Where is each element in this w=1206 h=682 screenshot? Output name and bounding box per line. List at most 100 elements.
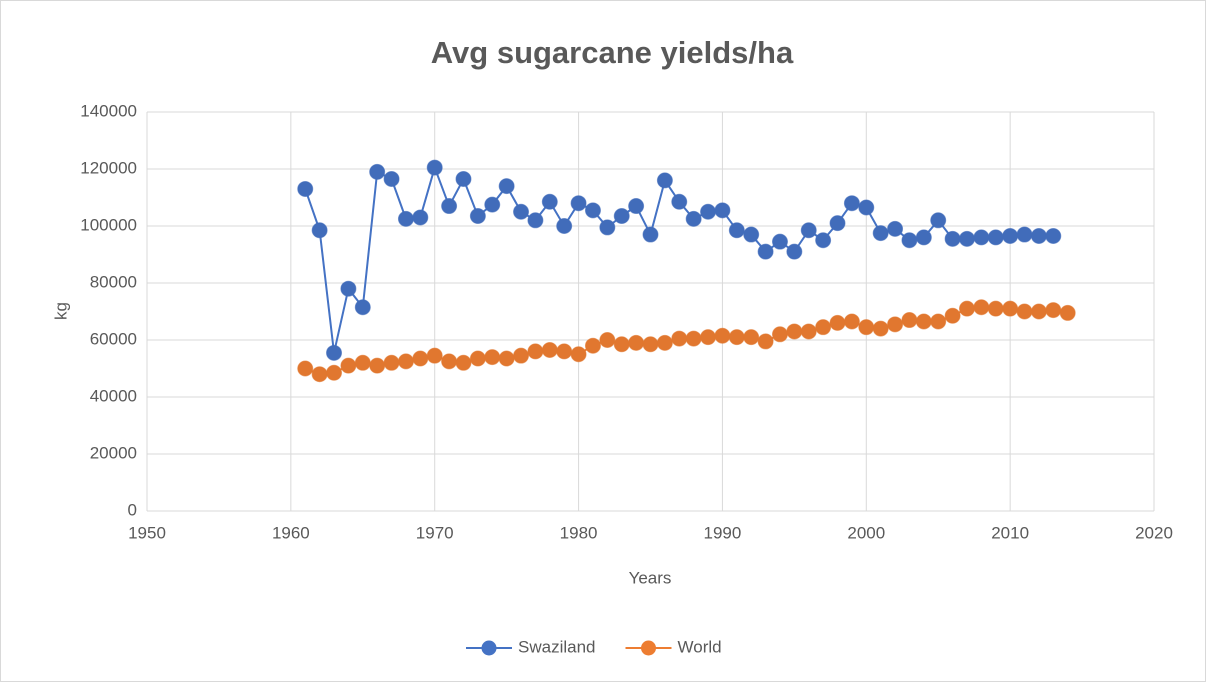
data-point [829, 314, 846, 331]
data-point [714, 327, 731, 344]
data-point [973, 229, 990, 246]
data-point [469, 208, 486, 225]
data-point [498, 350, 515, 367]
data-point [369, 163, 386, 180]
data-point [326, 344, 343, 361]
legend-label: World [678, 637, 722, 656]
data-point [815, 319, 832, 336]
x-tick-label: 2000 [847, 523, 885, 542]
data-point [901, 232, 918, 249]
y-tick-label: 80000 [90, 272, 137, 291]
data-point [872, 225, 889, 242]
data-point [944, 230, 961, 247]
data-point [887, 220, 904, 237]
data-point [484, 196, 501, 213]
data-point [887, 316, 904, 333]
data-point [513, 347, 530, 364]
data-point [915, 229, 932, 246]
data-point [685, 210, 702, 227]
data-point [412, 350, 429, 367]
data-point [757, 333, 774, 350]
data-point [642, 336, 659, 353]
data-point [570, 346, 587, 363]
data-point [584, 202, 601, 219]
data-point [858, 319, 875, 336]
data-point [297, 360, 314, 377]
y-tick-label: 60000 [90, 329, 137, 348]
data-point [728, 222, 745, 239]
data-point [656, 172, 673, 189]
x-tick-label: 2020 [1135, 523, 1173, 542]
data-point [311, 366, 328, 383]
data-point [858, 199, 875, 216]
data-point [326, 364, 343, 381]
data-point [498, 178, 515, 195]
data-point [1045, 302, 1062, 319]
data-point [455, 170, 472, 187]
data-point [1002, 227, 1019, 244]
data-point [628, 334, 645, 351]
chart-title: Avg sugarcane yields/ha [431, 35, 794, 70]
legend-marker [641, 640, 656, 656]
data-point [771, 233, 788, 250]
data-point [340, 357, 357, 374]
data-point [383, 354, 400, 371]
data-point [628, 198, 645, 215]
data-point [786, 323, 803, 340]
data-point [556, 343, 573, 360]
data-point [656, 334, 673, 351]
y-tick-label: 40000 [90, 386, 137, 405]
data-point [1016, 226, 1033, 243]
data-point [815, 232, 832, 249]
legend-marker [481, 640, 497, 656]
data-point [987, 300, 1004, 317]
data-point [987, 229, 1004, 246]
data-point [340, 280, 357, 297]
y-tick-label: 0 [128, 500, 137, 519]
data-point [642, 226, 659, 243]
data-point [700, 203, 717, 220]
data-point [484, 349, 501, 366]
data-point [441, 353, 458, 370]
data-point [757, 243, 774, 260]
data-point [397, 353, 414, 370]
data-point [930, 313, 947, 330]
data-point [383, 170, 400, 187]
data-point [743, 329, 760, 346]
data-point [958, 300, 975, 317]
data-point [541, 341, 558, 358]
data-point [1016, 303, 1033, 320]
data-point [800, 222, 817, 239]
data-point [570, 195, 587, 212]
data-point [843, 313, 860, 330]
data-point [513, 203, 530, 220]
data-point [556, 218, 573, 234]
data-point [728, 329, 745, 346]
data-point [930, 212, 947, 229]
x-tick-label: 1980 [560, 523, 598, 542]
data-point [901, 312, 918, 329]
y-tick-label: 120000 [80, 158, 137, 177]
data-point [311, 222, 328, 239]
x-tick-label: 1960 [272, 523, 310, 542]
data-point [527, 343, 544, 360]
data-point [843, 195, 860, 212]
data-point [771, 326, 788, 343]
data-point [297, 180, 314, 197]
data-point [958, 230, 975, 247]
data-point [800, 323, 817, 340]
data-point [426, 159, 443, 176]
x-tick-label: 2010 [991, 523, 1029, 542]
data-point [685, 330, 702, 347]
x-tick-label: 1990 [704, 523, 742, 542]
data-point [455, 354, 472, 371]
data-point [354, 354, 371, 371]
y-tick-label: 20000 [90, 443, 137, 462]
y-axis-label: kg [51, 302, 70, 320]
data-point [700, 329, 717, 346]
data-point [584, 337, 601, 354]
data-point [613, 336, 630, 353]
data-point [397, 210, 414, 227]
data-point [1030, 303, 1047, 320]
